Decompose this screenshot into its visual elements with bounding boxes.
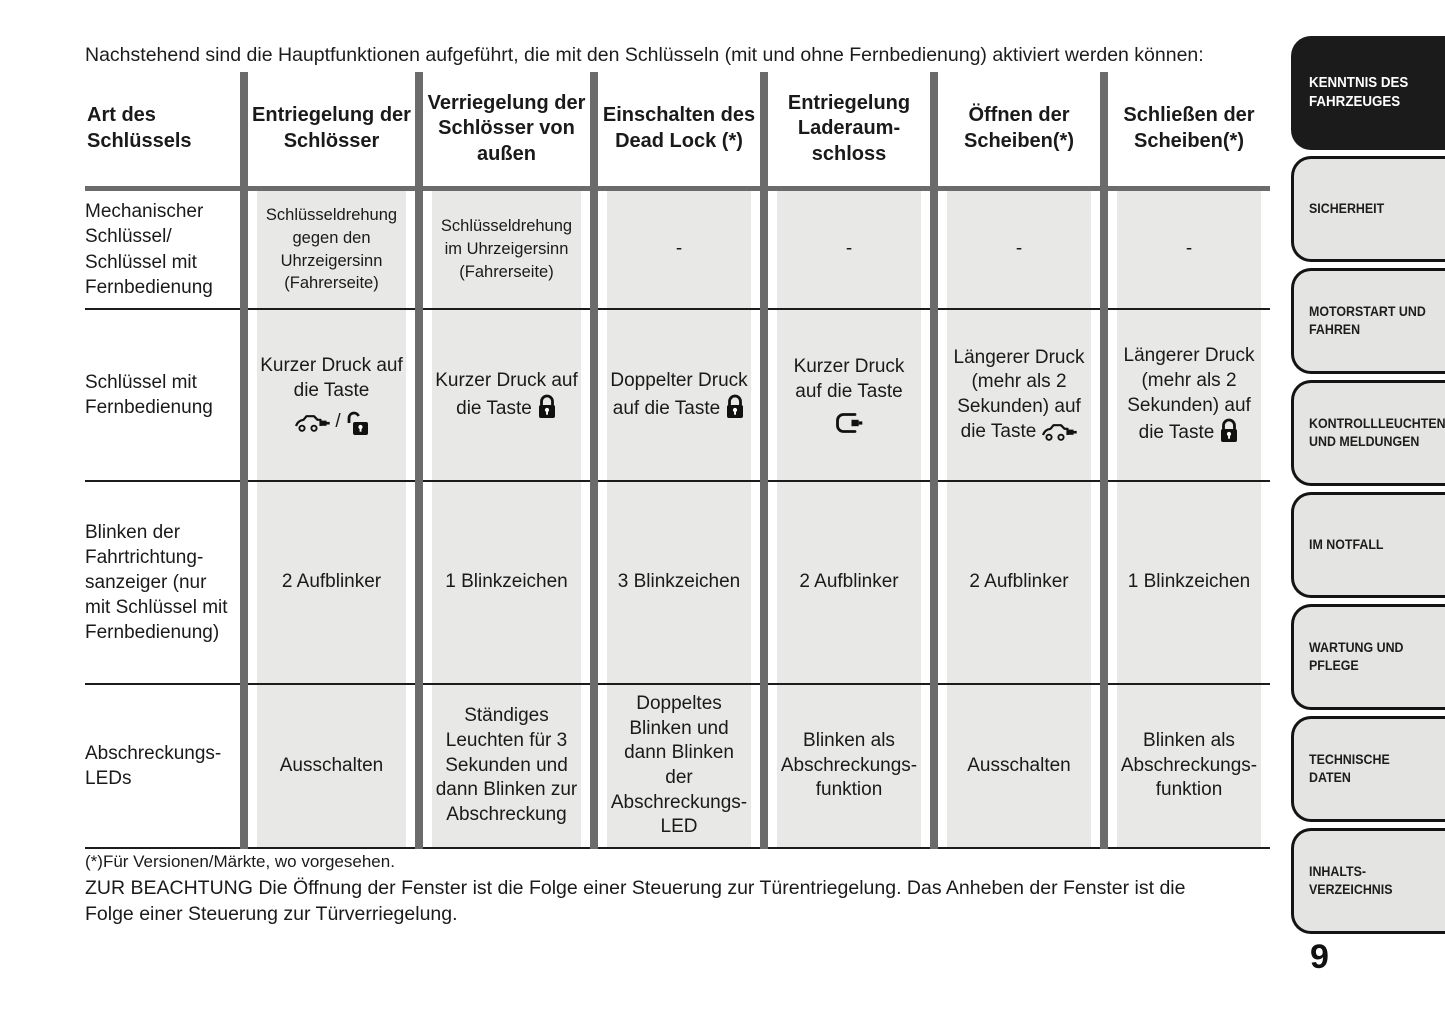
table-cell: Kurzer Druck auf die Taste / [257,310,406,480]
table-cell: 2 Aufblinker [777,482,921,683]
row-label: Mechanischer Schlüssel/ Schlüssel mit Fe… [85,201,213,298]
row-divider [85,683,1270,685]
sidebar-tab-kenntnis-des-fahrzeuges[interactable]: KENNTNIS DES FAHRZEUGES [1291,36,1445,150]
row-label: Schlüssel mit Fernbedienung [85,371,213,418]
column-divider [930,72,938,849]
table-cell: Schlüsseldrehung gegen den Uhrzeigersinn… [257,191,406,308]
column-header: Öffnen der Scheiben(*) [963,104,1075,152]
column-header: Art des Schlüssels [87,104,192,152]
padlock-closed-icon [538,394,555,418]
sidebar-tab-kontrollleuchten-und-meldungen[interactable]: KONTROLLLEUCHTEN UND MELDUNGEN [1291,380,1445,486]
footnote-asterisk: (*)Für Versionen/Märkte, wo vorgesehen. [85,852,395,871]
table-cell: 1 Blinkzeichen [1117,482,1261,683]
sidebar-tab-technische-daten[interactable]: TECHNISCHE DATEN [1291,716,1445,822]
table-cell: Blinken als Abschreckungs-funktion [777,685,921,847]
table-cell: Doppeltes Blinken und dann Blinken der A… [607,685,751,847]
table-cell: Ausschalten [257,685,406,847]
padlock-open-icon [347,411,368,435]
table-cell: Kurzer Druck auf die Taste [777,310,921,480]
row-divider [85,847,1270,849]
header-divider [85,186,1270,191]
column-divider [760,72,768,849]
table-cell: 2 Aufblinker [257,482,406,683]
column-divider [415,72,423,849]
table-cell: Ständiges Leuchten für 3 Sekunden und da… [432,685,581,847]
row-divider [85,308,1270,310]
column-header: Entriegelung Laderaum-schloss [787,91,911,165]
table-cell: 3 Blinkzeichen [607,482,751,683]
table-cell: Blinken als Abschreckungs-funktion [1117,685,1261,847]
sidebar-tab-wartung-und-pflege[interactable]: WARTUNG UND PFLEGE [1291,604,1445,710]
row-divider [85,480,1270,482]
table-cell: Kurzer Druck auf die Taste [432,310,581,480]
table-cell: 2 Aufblinker [947,482,1091,683]
column-divider [1100,72,1108,849]
table-cell: - [1117,191,1261,308]
table-cell: Längerer Druck (mehr als 2 Sekunden) auf… [1117,310,1261,480]
sidebar-tab-sicherheit[interactable]: SICHERHEIT [1291,156,1445,262]
table-cell: - [947,191,1091,308]
row-label: Blinken der Fahrtrichtung-sanzeiger (nur… [85,521,228,644]
table-cell: Ausschalten [947,685,1091,847]
column-header: Schließen der Scheiben(*) [1123,104,1255,152]
table-cell: - [777,191,921,308]
car-remote-unlock-icon [295,414,331,432]
column-header: Entriegelung der Schlösser [252,104,411,152]
sidebar-tab-im-notfall[interactable]: IM NOTFALL [1291,492,1445,598]
sidebar-tab-motorstart-und-fahren[interactable]: MOTORSTART UND FAHREN [1291,268,1445,374]
table-cell: Schlüsseldrehung im Uhrzeigersinn (Fahre… [432,191,581,308]
table-cell: Längerer Druck (mehr als 2 Sekunden) auf… [947,310,1091,480]
table-cell: - [607,191,751,308]
table-cell: Doppelter Druck auf die Taste [607,310,751,480]
trunk-release-icon [836,412,863,433]
column-header: Verriegelung der Schlösser von außen [427,91,586,165]
chapter-tab-sidebar: KENNTNIS DES FAHRZEUGES SICHERHEIT MOTOR… [1291,36,1445,934]
intro-text: Nachstehend sind die Hauptfunktionen auf… [85,44,1204,66]
car-remote-unlock-icon [1042,423,1078,441]
page-number: 9 [1310,938,1329,976]
sidebar-tab-inhaltsverzeichnis[interactable]: INHALTS-VERZEICHNIS [1291,828,1445,934]
table-cell: 1 Blinkzeichen [432,482,581,683]
column-divider [590,72,598,849]
column-header: Einschalten des Dead Lock (*) [602,104,756,152]
footnote-notice: ZUR BEACHTUNG Die Öffnung der Fenster is… [85,877,1186,925]
column-divider [240,72,248,849]
icon-separator: / [335,411,341,433]
padlock-closed-icon [727,394,744,418]
row-label: Abschreckungs-LEDs [85,742,222,789]
padlock-closed-icon [1221,418,1238,443]
key-functions-table: Art des Schlüssels Entriegelung der Schl… [85,72,1270,849]
